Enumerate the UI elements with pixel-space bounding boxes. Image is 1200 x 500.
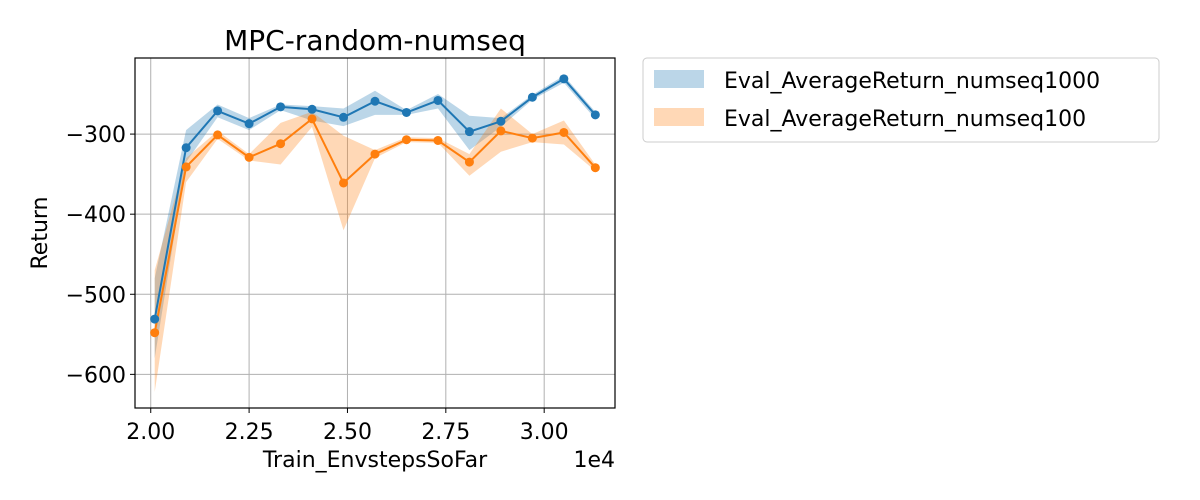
series-numseq1000-point: [401, 107, 411, 117]
x-tick-label: 2.25: [225, 420, 274, 445]
series-numseq1000-point: [213, 106, 223, 116]
legend-label-numseq100: Eval_AverageReturn_numseq100: [724, 107, 1086, 132]
y-tick-label: −400: [66, 203, 126, 228]
series-numseq100-point: [181, 162, 191, 172]
axis-ticks: 2.00 2.25 2.50 2.75 3.00 −600 −500 −400 −300: [66, 123, 569, 445]
series-numseq100-point: [401, 135, 411, 145]
series-numseq100-point: [590, 163, 600, 173]
legend-swatch-numseq1000: [654, 70, 704, 88]
series-numseq100-point: [464, 157, 474, 167]
confidence-bands: [154, 75, 596, 392]
x-axis-multiplier: 1e4: [573, 448, 615, 473]
series-numseq100-point: [276, 139, 286, 149]
series-numseq100-point: [307, 114, 317, 124]
legend-swatch-numseq100: [654, 108, 704, 126]
series-numseq1000-point: [150, 314, 160, 324]
series-numseq1000-point: [464, 127, 474, 137]
series-numseq100-band: [154, 108, 596, 392]
series-numseq1000-band: [154, 75, 596, 359]
series-points: [150, 74, 600, 338]
series-numseq1000-point: [370, 96, 380, 106]
series-numseq100-point: [527, 133, 537, 143]
y-tick-label: −600: [66, 363, 126, 388]
series-numseq1000-point: [244, 119, 254, 129]
x-tick-label: 2.00: [126, 420, 175, 445]
series-numseq1000-point: [496, 116, 506, 126]
x-tick-label: 2.50: [323, 420, 372, 445]
series-numseq100-point: [433, 135, 443, 145]
series-numseq1000-point: [433, 95, 443, 105]
series-numseq1000-point: [590, 110, 600, 120]
series-numseq100-point: [150, 328, 160, 338]
x-tick-label: 2.75: [421, 420, 470, 445]
series-numseq1000-point: [307, 104, 317, 114]
plot-frame: [134, 57, 616, 409]
y-tick-label: −300: [66, 123, 126, 148]
series-numseq1000-point: [181, 143, 191, 153]
legend-frame: [642, 57, 1160, 143]
series-numseq100-point: [559, 127, 569, 137]
legend: Eval_AverageReturn_numseq1000 Eval_Avera…: [642, 57, 1160, 143]
y-axis-label: Return: [28, 196, 53, 269]
series-numseq1000-point: [527, 92, 537, 102]
series-numseq100-point: [496, 126, 506, 136]
series-numseq1000-point: [339, 112, 349, 122]
series-numseq1000-point: [276, 102, 286, 112]
series-numseq100-point: [339, 178, 349, 188]
series-numseq100-point: [370, 149, 380, 159]
legend-label-numseq1000: Eval_AverageReturn_numseq1000: [724, 69, 1100, 94]
y-tick-label: −500: [66, 283, 126, 308]
chart-title: MPC-random-numseq: [224, 24, 526, 57]
series-numseq100-point: [213, 130, 223, 140]
series-numseq100-point: [244, 152, 254, 162]
x-axis-label: Train_EnvstepsSoFar: [262, 448, 488, 473]
x-tick-label: 3.00: [520, 420, 569, 445]
series-numseq1000-point: [559, 74, 569, 84]
